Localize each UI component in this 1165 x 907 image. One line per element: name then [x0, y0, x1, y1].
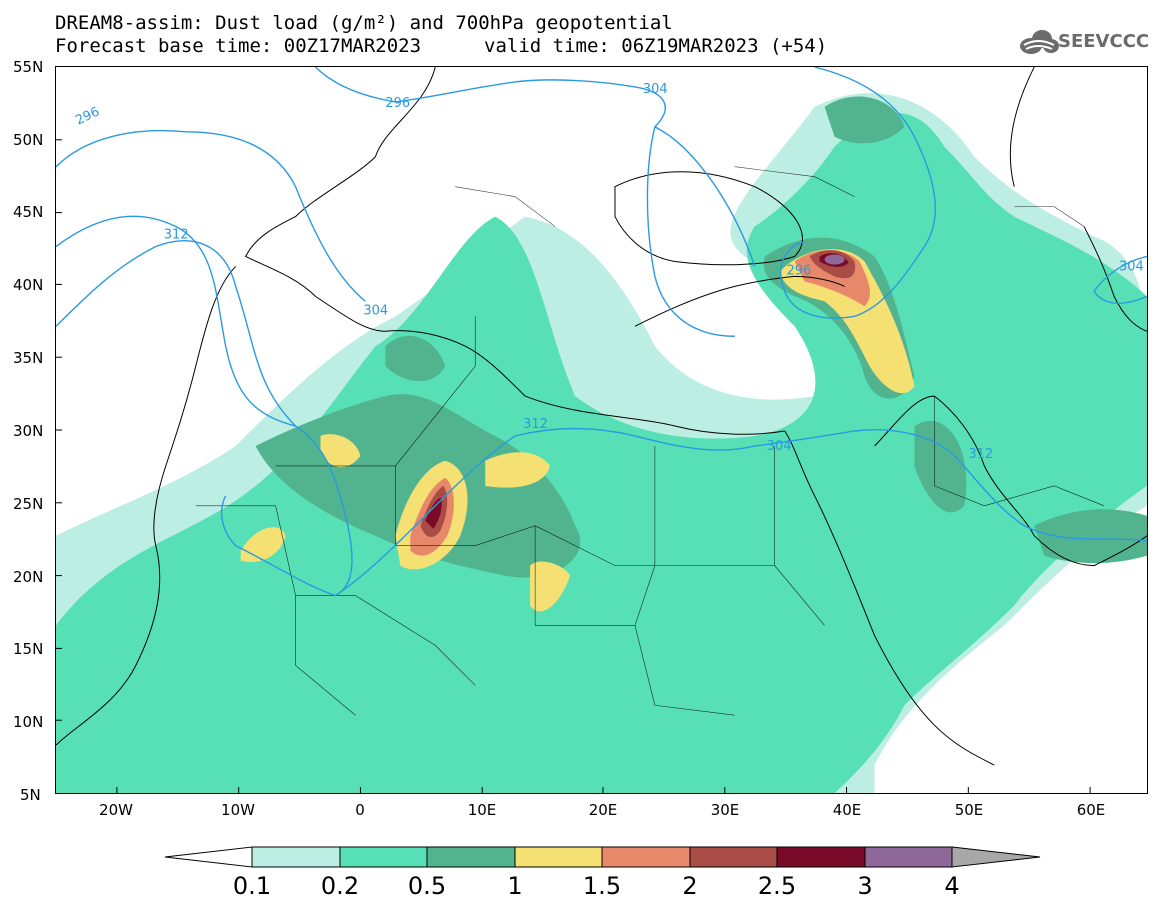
geopotential-contours: [56, 67, 1147, 597]
lat-label: 15N: [13, 640, 44, 658]
lon-label: 10E: [467, 801, 497, 819]
lon-label: 60E: [1076, 801, 1106, 819]
tick-marks: [56, 139, 1091, 793]
colorbar-label: 2: [682, 872, 698, 900]
contour-label-312: 312: [164, 228, 189, 243]
contour-label-312b: 312: [523, 417, 548, 432]
colorbar-bin: [864, 846, 953, 868]
logo-text: SEEVCCC: [1058, 31, 1150, 52]
map-title: DREAM8-assim: Dust load (g/m²) and 700hP…: [55, 12, 673, 34]
dust-layer-3: [824, 254, 845, 265]
contour-label-304c: 304: [767, 439, 792, 454]
contour-label-304: 304: [643, 82, 668, 97]
contour-labels: 296 296 304 312 304 312 304 296 312 304: [73, 82, 1144, 462]
colorbar-bin: [426, 846, 516, 868]
lat-label: 45N: [13, 203, 44, 221]
lat-label: 25N: [13, 495, 44, 513]
colorbar-bin: [601, 846, 691, 868]
valid-time: valid time: 06Z19MAR2023 (+54): [484, 35, 828, 57]
forecast-base-time: Forecast base time: 00Z17MAR2023: [55, 35, 422, 57]
colorbar-bin: [689, 846, 778, 868]
colorbar-bin: [339, 846, 428, 868]
country-borders: [195, 166, 1105, 716]
colorbar-label: 2.5: [757, 872, 797, 900]
contour-label-304d: 304: [1119, 259, 1144, 274]
lat-label: 10N: [13, 713, 44, 731]
dust-colorbar: [164, 846, 1041, 868]
colorbar-label: 3: [857, 872, 873, 900]
lat-label: 35N: [13, 349, 44, 367]
contour-label-304b: 304: [363, 303, 388, 318]
colorbar-bin: [251, 846, 341, 868]
lat-label: 20N: [13, 568, 44, 586]
colorbar-label: 1: [507, 872, 523, 900]
colorbar-label: 0.2: [320, 872, 360, 900]
contour-label-296: 296: [73, 104, 102, 128]
lat-label: 40N: [13, 276, 44, 294]
lon-label: 20E: [588, 801, 618, 819]
colorbar-bin: [514, 846, 603, 868]
lon-label: 20W: [99, 801, 133, 819]
colorbar-high-triangle: [951, 846, 1041, 868]
lat-label: 30N: [13, 422, 44, 440]
contour-label-296b: 296: [385, 96, 410, 111]
colorbar-label: 1.5: [582, 872, 622, 900]
lon-label: 50E: [954, 801, 984, 819]
lat-label: 55N: [13, 58, 44, 76]
colorbar-label: 0.5: [407, 872, 447, 900]
colorbar-label: 4: [944, 872, 960, 900]
lon-label: 10W: [221, 801, 255, 819]
lon-label: 30E: [710, 801, 740, 819]
colorbar-label: 0.1: [232, 872, 272, 900]
lat-label: 5N: [20, 786, 41, 804]
contour-label-312c: 312: [968, 447, 993, 462]
lon-label: 0: [355, 801, 365, 819]
coastlines: [56, 67, 1147, 766]
dust-map: 296 296 304 312 304 312 304 296 312 304: [55, 66, 1148, 794]
lon-label: 40E: [832, 801, 862, 819]
colorbar-bin: [776, 846, 866, 868]
lat-label: 50N: [13, 131, 44, 149]
colorbar-low-triangle: [164, 846, 253, 868]
contour-label-296c: 296: [787, 263, 812, 278]
cloud-icon: [1020, 30, 1059, 54]
